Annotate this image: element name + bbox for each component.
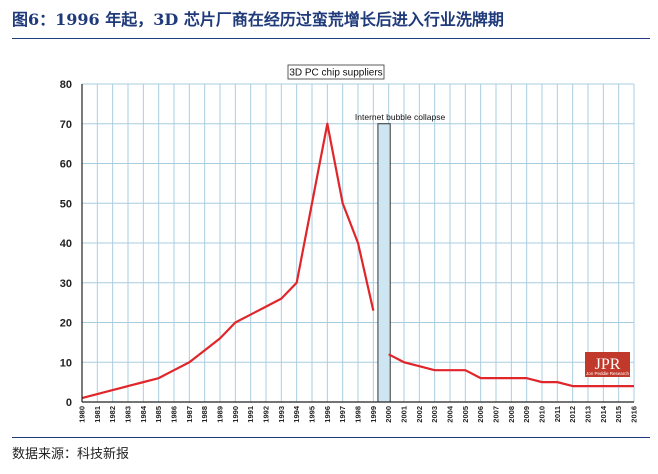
- x-tick-label: 2003: [430, 406, 439, 423]
- jpr-logo-text: JPR: [595, 356, 621, 373]
- x-tick-label: 2008: [507, 406, 516, 423]
- x-tick-label: 1998: [354, 406, 363, 423]
- x-tick-label: 1987: [185, 406, 194, 423]
- y-tick-label: 60: [60, 159, 72, 171]
- jpr-logo-box: [585, 352, 630, 377]
- chart-title: 3D PC chip suppliers: [289, 68, 382, 79]
- x-tick-label: 1984: [139, 405, 148, 423]
- y-tick-label: 70: [60, 119, 72, 131]
- x-tick-label: 1986: [170, 406, 179, 423]
- series-line-2: [388, 353, 634, 388]
- y-tick-label: 0: [66, 397, 72, 409]
- x-tick-label: 1989: [216, 406, 225, 423]
- x-tick-label: 1999: [369, 406, 378, 423]
- y-tick-label: 40: [60, 238, 72, 250]
- y-tick-label: 20: [60, 318, 72, 330]
- x-tick-label: 2013: [584, 406, 593, 423]
- x-tick-label: 2015: [614, 406, 623, 423]
- x-tick-label: 1995: [308, 406, 317, 423]
- y-tick-label: 30: [60, 278, 72, 290]
- x-tick-label: 2004: [446, 405, 455, 423]
- x-tick-label: 1994: [292, 405, 301, 423]
- x-tick-label: 1997: [338, 406, 347, 423]
- figure-title: 图6：1996 年起，3D 芯片厂商在经历过蛮荒增长后进入行业洗牌期: [12, 10, 504, 29]
- annotation-bubble-collapse: Internet bubble collapse: [355, 112, 446, 122]
- x-tick-label: 2016: [630, 406, 639, 423]
- x-tick-label: 2001: [400, 406, 409, 423]
- footer-rule: [12, 437, 650, 438]
- title-rule: [12, 38, 650, 39]
- x-tick-label: 1983: [124, 406, 133, 423]
- x-tick-label: 2014: [599, 405, 608, 423]
- x-tick-label: 2002: [415, 406, 424, 423]
- source-note: 数据来源：科技新报: [12, 447, 130, 462]
- x-tick-label: 2006: [476, 406, 485, 423]
- x-tick-label: 1996: [323, 406, 332, 423]
- bubble-band: [377, 123, 391, 403]
- x-tick-label: 1981: [93, 406, 102, 423]
- x-tick-labels: 1980 1981 1982 1983 1984 1985 1986 1987 1988 1989…: [78, 405, 639, 423]
- x-tick-label: 1988: [200, 406, 209, 423]
- x-tick-label: 1993: [277, 406, 286, 423]
- x-tick-label: 1980: [78, 406, 87, 423]
- bubble-collapse-band: [377, 123, 391, 403]
- x-tick-label: 1991: [246, 406, 255, 423]
- jpr-logo-subtext: Jon Peddie Research: [586, 371, 630, 376]
- y-tick-label: 10: [60, 357, 72, 369]
- chart-title-box: 3D PC chip suppliers: [287, 64, 385, 80]
- x-tick-label: 2010: [538, 406, 547, 423]
- x-tick-label: 2000: [384, 406, 393, 423]
- chart-axes: [81, 84, 634, 403]
- chart-title-frame: [287, 64, 385, 80]
- jpr-logo: JPR Jon Peddie Research: [585, 352, 630, 377]
- x-tick-label: 2005: [461, 406, 470, 423]
- x-tick-label: 2009: [522, 406, 531, 423]
- y-tick-labels: 0 10 20 30 40 50 60 70 80: [60, 79, 72, 409]
- y-tick-label: 80: [60, 79, 72, 91]
- x-tick-label: 1985: [154, 406, 163, 423]
- x-tick-label: 1992: [262, 406, 271, 423]
- x-tick-label: 2011: [553, 406, 562, 422]
- x-tick-label: 2007: [492, 406, 501, 423]
- y-tick-label: 50: [60, 198, 72, 210]
- series-line-1: [81, 122, 375, 400]
- x-tick-label: 1982: [108, 406, 117, 423]
- x-tick-label: 2012: [568, 406, 577, 423]
- x-tick-label: 1990: [231, 406, 240, 423]
- chart-series: [81, 122, 634, 400]
